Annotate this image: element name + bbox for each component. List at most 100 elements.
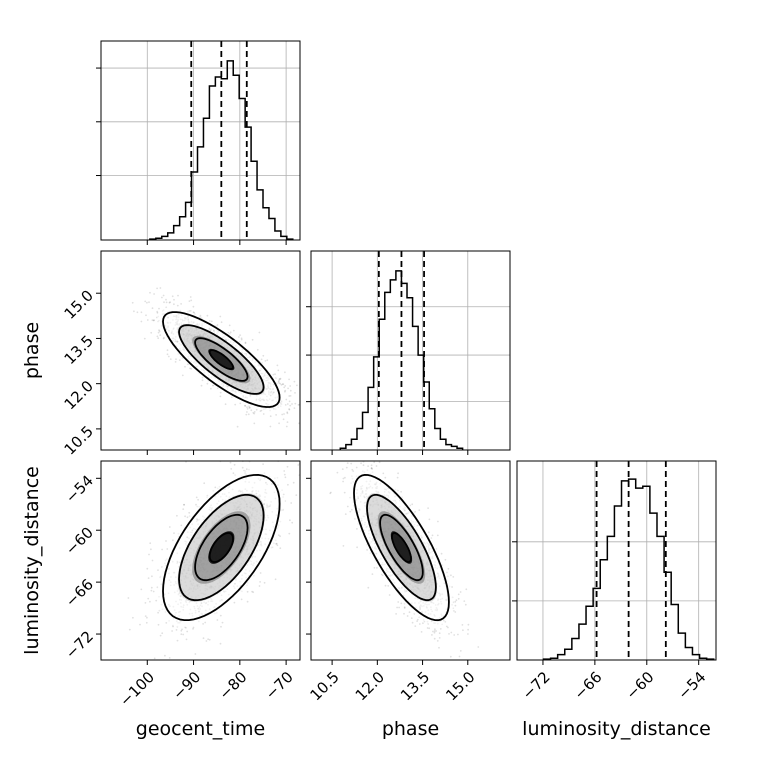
sample-point — [192, 311, 195, 313]
sample-point — [239, 334, 242, 336]
sample-point — [145, 314, 147, 317]
sample-point — [260, 358, 263, 361]
sample-point — [173, 532, 175, 534]
sample-point — [157, 337, 160, 340]
sample-point — [438, 646, 440, 649]
sample-point — [171, 630, 174, 632]
sample-point — [132, 616, 134, 619]
sample-point — [161, 632, 164, 635]
sample-point — [146, 301, 148, 304]
sample-point — [162, 337, 165, 340]
sample-point — [128, 628, 131, 631]
sample-point — [259, 410, 262, 412]
sample-point — [175, 358, 177, 361]
y-tick-label-phase: 13.5 — [61, 332, 97, 368]
sample-point — [373, 566, 376, 569]
sample-point — [291, 521, 294, 524]
sample-point — [220, 625, 222, 628]
sample-point — [453, 634, 456, 636]
sample-point — [278, 379, 280, 382]
sample-point — [192, 628, 194, 630]
sample-point — [149, 291, 151, 294]
sample-point — [168, 301, 171, 304]
sample-point — [286, 421, 289, 423]
sample-point — [262, 463, 264, 465]
sample-point — [284, 476, 287, 479]
sample-point — [210, 387, 212, 390]
sample-point — [228, 324, 231, 327]
sample-point — [367, 465, 369, 467]
sample-point — [246, 411, 248, 413]
histogram-phase — [339, 270, 464, 450]
sample-point — [253, 412, 256, 415]
sample-point — [156, 335, 159, 338]
sample-point — [147, 577, 150, 579]
sample-point — [163, 301, 165, 304]
sample-point — [281, 413, 284, 416]
sample-point — [281, 383, 284, 385]
sample-point — [447, 567, 450, 570]
sample-point — [284, 404, 287, 406]
sample-point — [288, 532, 291, 535]
scatter-panel-phase-vs-geocent_time — [100, 250, 301, 451]
sample-point — [246, 590, 249, 593]
sample-point — [455, 599, 458, 602]
sample-point — [279, 382, 282, 385]
sample-point — [172, 625, 174, 628]
sample-point — [229, 331, 232, 334]
sample-point — [176, 304, 179, 307]
sample-point — [258, 585, 261, 587]
sample-point — [292, 481, 295, 484]
sample-point — [454, 611, 457, 613]
sample-point — [431, 534, 434, 537]
sample-point — [256, 348, 259, 351]
sample-point — [206, 382, 209, 385]
sample-point — [150, 548, 152, 551]
sample-point — [195, 503, 197, 506]
sample-point — [387, 585, 390, 587]
sample-point — [136, 311, 139, 314]
sample-point — [275, 414, 277, 416]
sample-point — [436, 640, 439, 642]
sample-point — [157, 611, 160, 614]
sample-point — [450, 631, 453, 634]
sample-point — [297, 464, 300, 466]
sample-point — [184, 365, 186, 368]
sample-point — [406, 615, 409, 617]
sample-point — [182, 633, 185, 636]
sample-point — [295, 494, 298, 496]
sample-point — [448, 633, 450, 635]
sample-point — [253, 411, 256, 413]
sample-point — [204, 621, 207, 624]
sample-point — [408, 611, 411, 614]
sample-point — [279, 547, 282, 550]
sample-point — [144, 615, 147, 617]
sample-point — [151, 319, 154, 322]
sample-point — [214, 486, 217, 489]
sample-point — [159, 634, 162, 637]
density-peak — [208, 531, 235, 564]
sample-point — [190, 299, 193, 302]
sample-point — [219, 395, 222, 398]
sample-point — [371, 573, 374, 575]
x-tick-label-geocent_time: −80 — [215, 668, 250, 703]
sample-point — [157, 569, 159, 571]
sample-point — [346, 462, 349, 464]
sample-point — [395, 613, 397, 615]
sample-point — [289, 519, 291, 522]
sample-point — [277, 534, 280, 536]
sample-point — [205, 640, 208, 642]
sample-point — [356, 546, 358, 549]
sample-point — [232, 329, 235, 332]
sample-point — [250, 409, 253, 412]
hist-panel-phase — [306, 250, 511, 451]
sample-point — [180, 629, 183, 632]
sample-point — [146, 319, 149, 321]
sample-point — [457, 593, 460, 596]
sample-point — [382, 472, 385, 475]
sample-point — [249, 406, 251, 409]
sample-point — [288, 408, 290, 410]
sample-point — [274, 578, 277, 581]
sample-point — [156, 312, 159, 314]
sample-point — [294, 402, 297, 405]
